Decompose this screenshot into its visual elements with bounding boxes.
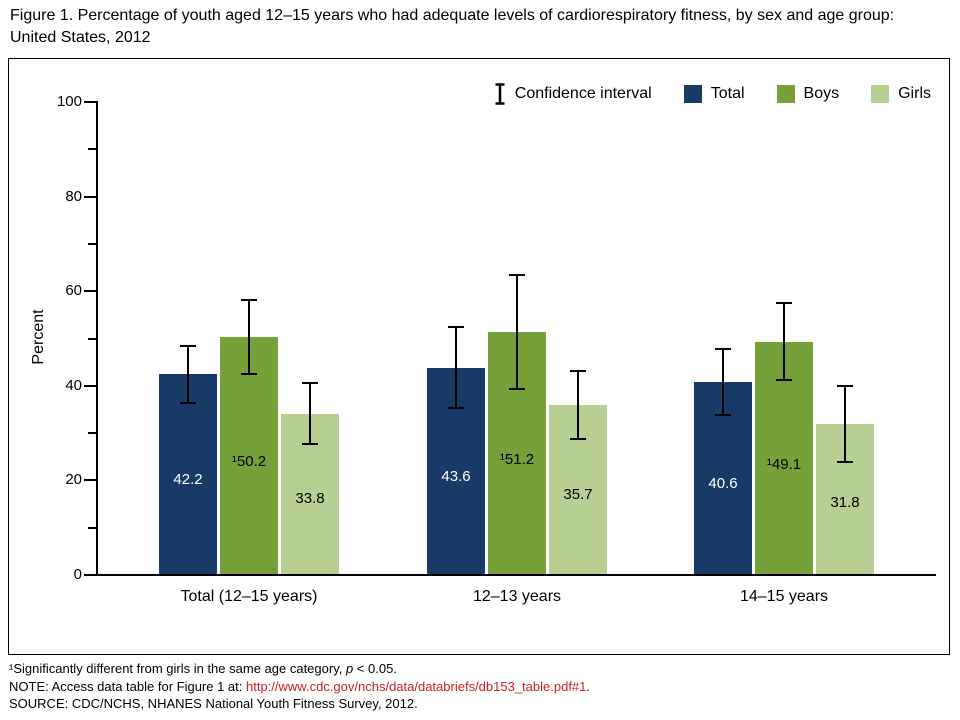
bar-value-label: ¹50.2 <box>231 453 267 471</box>
ci-cap-top <box>715 348 731 351</box>
y-axis-title: Percent <box>30 309 47 365</box>
ci-line <box>187 346 189 403</box>
ci-cap-bottom <box>776 379 792 382</box>
ci-cap-bottom <box>241 372 257 375</box>
ci-line <box>844 385 846 462</box>
bar-boys <box>220 336 278 574</box>
ci-cap-top <box>180 345 196 347</box>
ci-line <box>516 275 518 389</box>
legend-item-girls: Girls <box>871 85 931 103</box>
bar-value-label: 31.8 <box>830 494 860 512</box>
legend-item-boys: Boys <box>776 85 840 103</box>
plot-canvas: Percent 0 20 40 60 80 100 42.2 43.6 40.6 ¹50.2 ¹51… <box>9 59 949 654</box>
chart-area: Percent 0 20 40 60 80 100 42.2 43.6 40.6 ¹50.2 ¹51… <box>8 58 950 655</box>
ci-line <box>309 382 311 445</box>
x-axis-line <box>96 574 936 576</box>
y-minor-tick <box>88 526 96 529</box>
data-table-link[interactable]: http://www.cdc.gov/nchs/data/databriefs/… <box>246 678 587 694</box>
ci-cap-bottom <box>509 387 525 390</box>
ci-line <box>722 349 724 416</box>
legend-item-total: Total <box>683 85 745 103</box>
y-axis-line <box>96 101 98 576</box>
ci-cap-top <box>241 299 257 302</box>
y-tick-label: 20 <box>65 471 82 489</box>
x-category-label: 14–15 years <box>739 588 829 605</box>
legend-label-girls: Girls <box>898 85 931 102</box>
ci-cap-bottom <box>302 443 318 446</box>
ci-cap-top <box>776 301 792 304</box>
y-major-tick <box>84 384 96 387</box>
ci-cap-bottom <box>837 460 853 463</box>
legend-label-total: Total <box>710 85 745 102</box>
significance-footnote: ¹Significantly different from girls in t… <box>9 660 590 678</box>
ci-line <box>455 326 457 408</box>
bar-total <box>159 374 217 574</box>
legend-label-confidence-interval: Confidence interval <box>514 85 652 102</box>
note-line: NOTE: Access data table for Figure 1 at:… <box>9 678 590 696</box>
bar-value-label: 33.8 <box>295 489 325 507</box>
ci-cap-top <box>448 325 464 328</box>
ci-cap-bottom <box>570 437 586 440</box>
ci-line <box>248 300 250 374</box>
note-suffix: . <box>586 678 591 694</box>
y-tick-label: 100 <box>56 93 82 110</box>
ci-cap-bottom <box>180 401 196 404</box>
ci-cap-top <box>302 381 318 384</box>
legend-item-confidence-interval: Confidence interval <box>494 83 652 105</box>
y-major-tick <box>84 195 96 198</box>
ci-cap-top <box>837 384 853 387</box>
bar-value-label: ¹49.1 <box>766 455 802 473</box>
figure-title: Figure 1. Percentage of youth aged 12–15… <box>10 7 895 46</box>
y-major-tick <box>84 290 96 293</box>
y-minor-tick <box>88 148 96 151</box>
y-minor-tick <box>88 432 96 435</box>
significance-footnote-tail: < 0.05. <box>353 661 397 676</box>
ci-line <box>783 302 785 381</box>
y-major-tick <box>84 574 96 576</box>
confidence-interval-icon <box>495 83 505 105</box>
bar-value-label: 40.6 <box>708 474 738 492</box>
note-prefix: NOTE: Access data table for Figure 1 at: <box>9 678 246 694</box>
ci-cap-bottom <box>715 414 731 417</box>
bar-value-label: 42.2 <box>173 471 203 489</box>
y-tick-label: 80 <box>65 187 82 205</box>
p-value-symbol: p <box>345 661 354 676</box>
ci-line <box>577 370 579 439</box>
ci-cap-top <box>509 274 525 277</box>
y-major-tick <box>84 101 96 103</box>
boys-series-swatch <box>776 85 795 103</box>
ci-cap-top <box>570 369 586 372</box>
source-line: SOURCE: CDC/NCHS, NHANES National Youth … <box>9 696 418 711</box>
footnotes: ¹Significantly different from girls in t… <box>9 660 590 713</box>
y-major-tick <box>84 479 96 482</box>
x-category-label: 12–13 years <box>472 588 562 605</box>
y-tick-label: 0 <box>73 566 82 583</box>
y-minor-tick <box>88 337 96 340</box>
bar-value-label: 43.6 <box>441 468 471 486</box>
y-tick-label: 60 <box>65 282 82 300</box>
bar-value-label: ¹51.2 <box>499 451 535 469</box>
girls-series-swatch <box>871 85 890 103</box>
total-series-swatch <box>683 85 702 103</box>
ci-cap-bottom <box>448 406 464 409</box>
bar-value-label: 35.7 <box>563 485 593 503</box>
legend-label-boys: Boys <box>803 85 840 102</box>
y-minor-tick <box>88 242 96 245</box>
x-category-label: Total (12–15 years) <box>180 588 318 605</box>
legend: Confidence interval Total Boys Girls <box>494 83 931 105</box>
y-tick-label: 40 <box>65 376 82 394</box>
significance-footnote-text: ¹Significantly different from girls in t… <box>9 661 346 676</box>
